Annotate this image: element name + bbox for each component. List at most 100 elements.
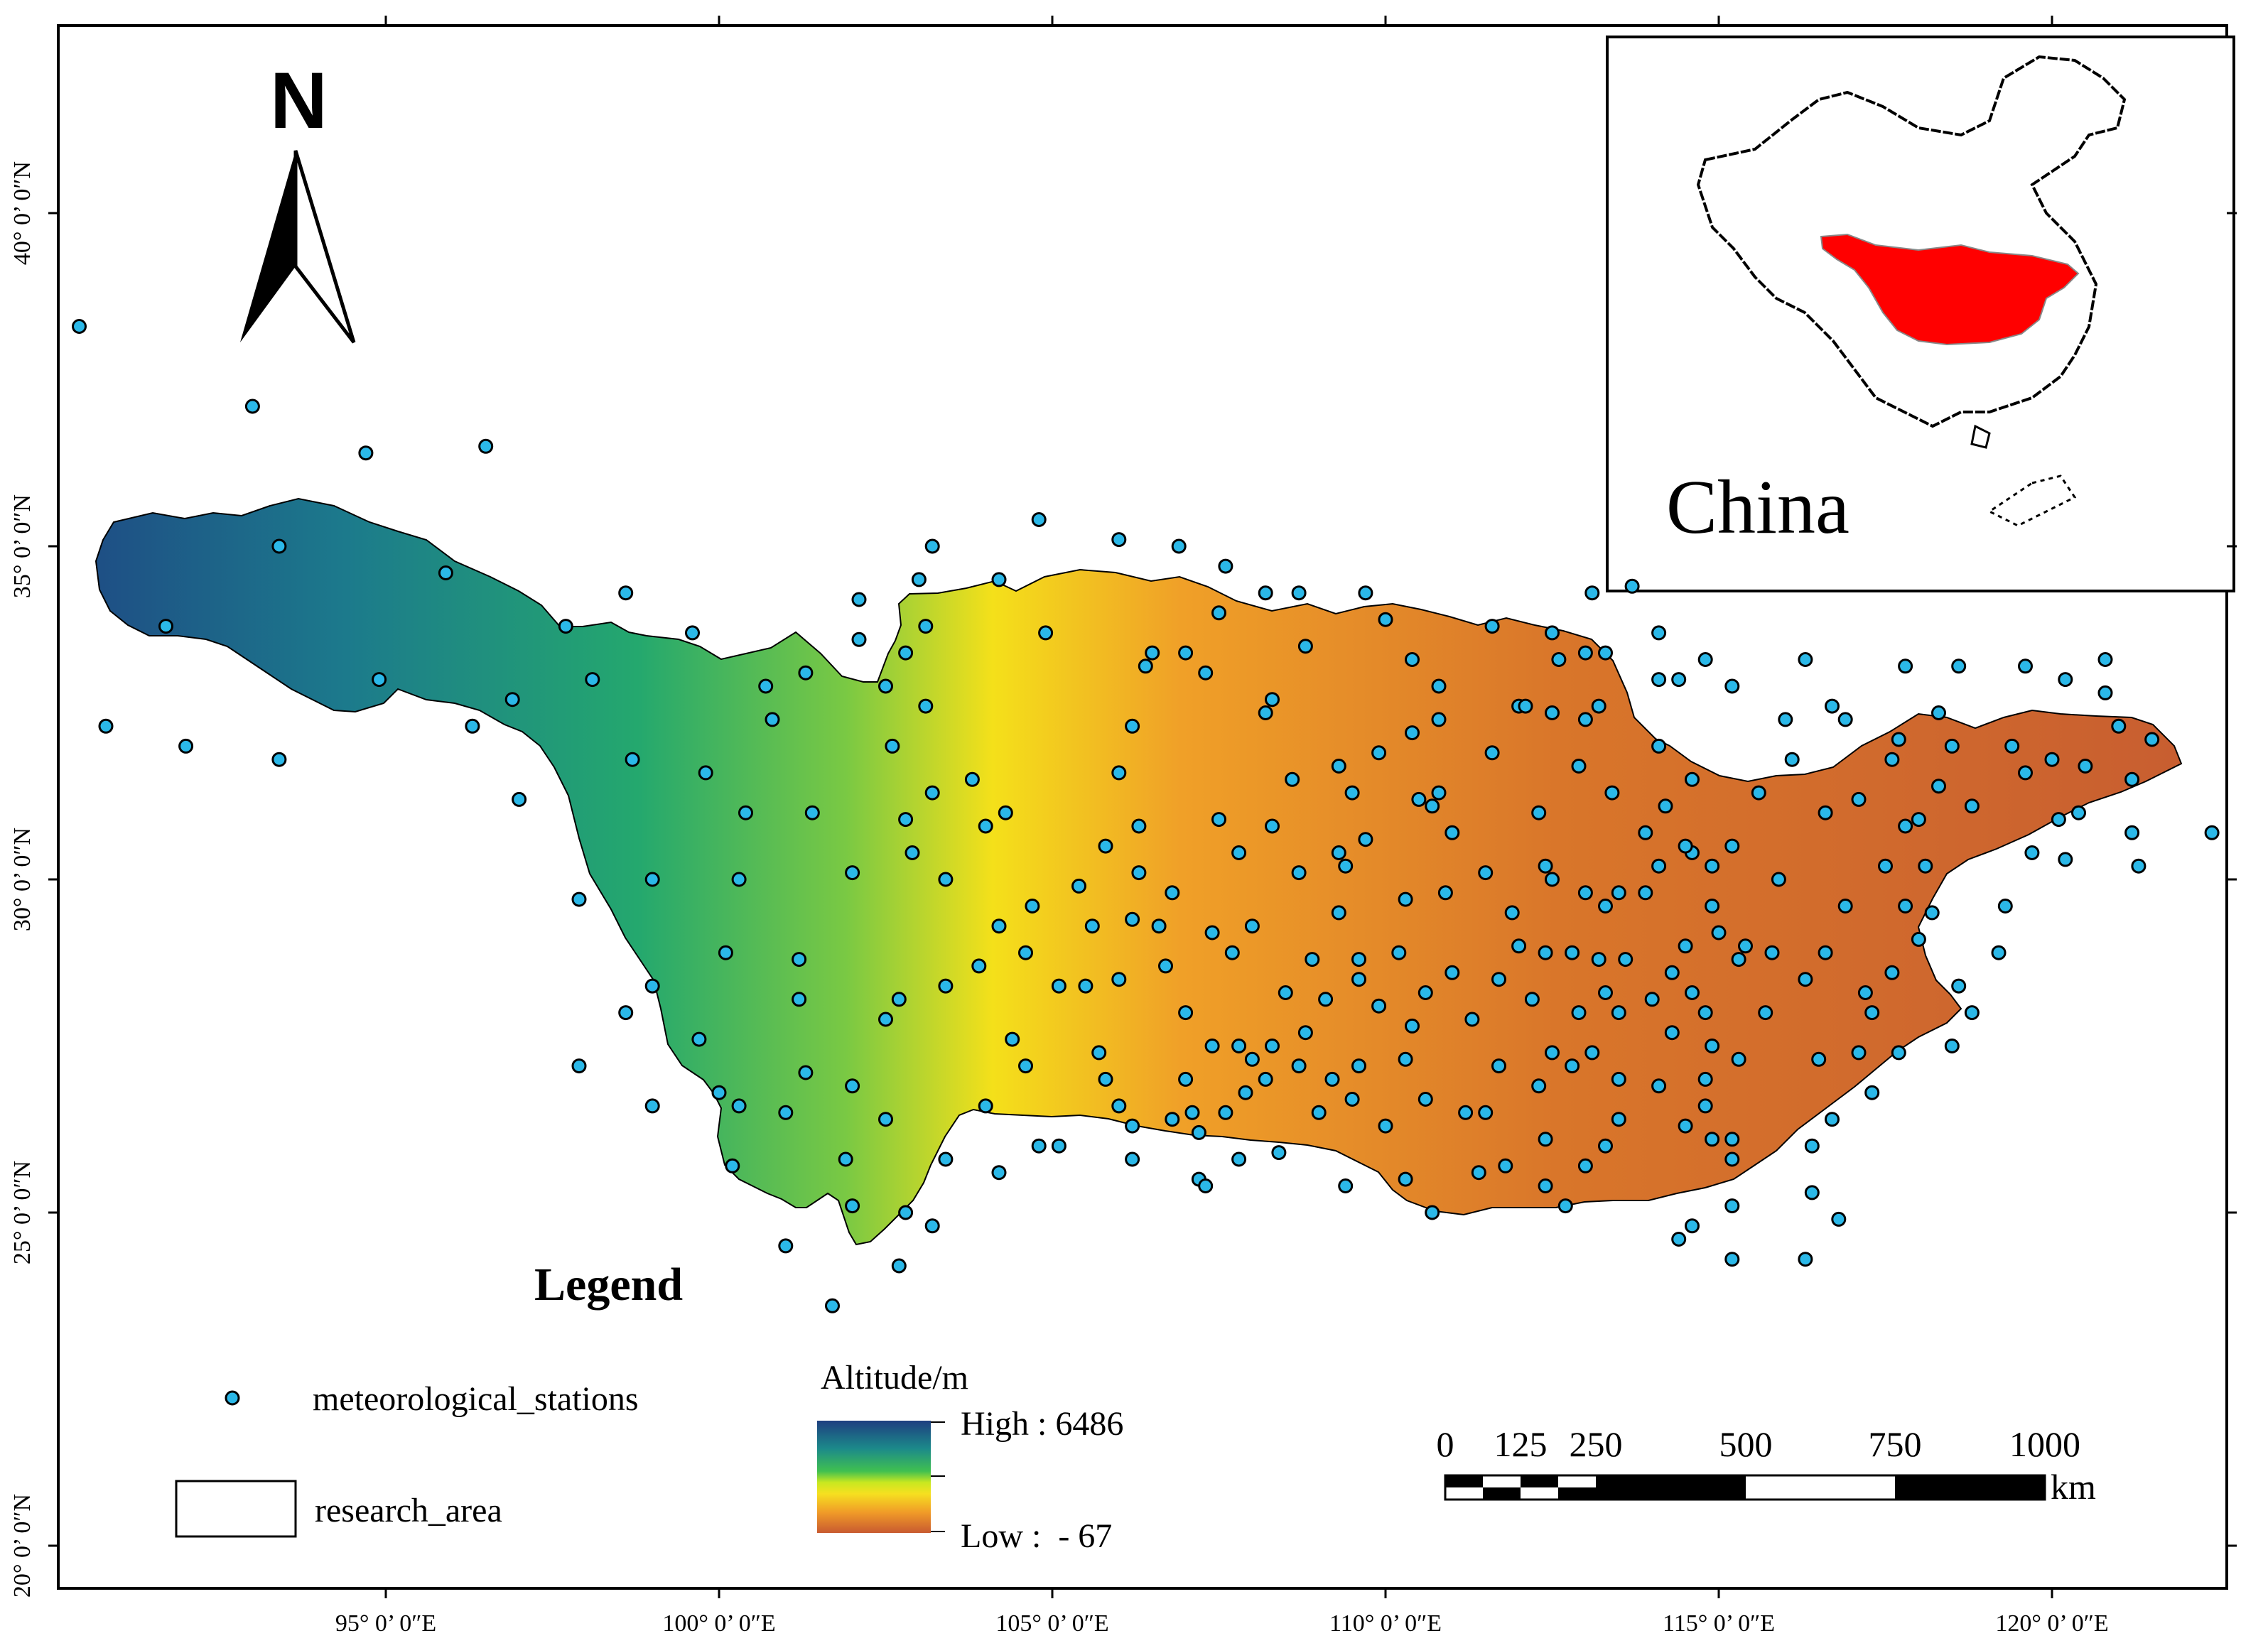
meteorological-station: [571, 891, 587, 907]
meteorological-station: [1171, 538, 1187, 554]
meteorological-station: [792, 952, 807, 967]
meteorological-station: [1005, 1031, 1020, 1047]
meteorological-station: [1031, 1138, 1047, 1154]
meteorological-station: [991, 572, 1007, 587]
meteorological-station: [1531, 1078, 1547, 1094]
meteorological-station: [158, 619, 173, 634]
meteorological-station: [1211, 812, 1226, 828]
meteorological-station: [244, 399, 260, 414]
meteorological-station: [504, 692, 520, 708]
meteorological-station: [1025, 899, 1040, 914]
north-arrow: N: [240, 56, 356, 344]
hainan-island: [1970, 424, 1991, 449]
meteorological-station: [1685, 1218, 1700, 1234]
meteorological-station: [711, 1085, 727, 1100]
legend-low-label: Low : - 67: [961, 1517, 1112, 1555]
meteorological-station: [1031, 512, 1047, 527]
scale-segment-4: [1558, 1487, 1596, 1500]
meteorological-station: [1651, 672, 1667, 688]
meteorological-station: [178, 738, 194, 754]
meteorological-station: [1918, 858, 1933, 874]
longitude-tick-label: 120° 0’ 0″E: [1995, 1610, 2108, 1637]
meteorological-station: [1545, 872, 1560, 887]
meteorological-station: [1898, 899, 1913, 914]
scale-segment-7: [1895, 1475, 2045, 1500]
meteorological-station: [1571, 759, 1587, 774]
meteorological-station: [1244, 1051, 1260, 1067]
scale-segment-5: [1596, 1475, 1746, 1500]
meteorological-station: [978, 818, 993, 834]
meteorological-station: [1371, 998, 1387, 1014]
meteorological-station: [1751, 785, 1766, 801]
meteorological-station: [1898, 658, 1913, 674]
meteorological-station: [792, 992, 807, 1007]
meteorological-station: [1731, 1051, 1746, 1067]
meteorological-station: [1178, 1071, 1194, 1087]
meteorological-station: [731, 1098, 747, 1114]
meteorological-station: [1291, 585, 1307, 601]
meteorological-station: [1798, 972, 1813, 987]
meteorological-station: [1297, 639, 1313, 654]
meteorological-station: [938, 978, 954, 994]
meteorological-station: [1305, 952, 1320, 967]
meteorological-station: [1425, 1205, 1440, 1220]
meteorological-station: [1831, 1211, 1847, 1227]
meteorological-station: [725, 1158, 740, 1173]
meteorological-station: [1258, 585, 1273, 601]
meteorological-station: [924, 1218, 940, 1234]
meteorological-station: [1431, 785, 1447, 801]
meteorological-station: [1145, 645, 1160, 661]
meteorological-station: [1098, 1071, 1113, 1087]
meteorological-station: [1425, 798, 1440, 814]
scale-bar-label: 1000: [2009, 1424, 2080, 1464]
meteorological-station: [1538, 1132, 1553, 1147]
meteorological-station: [1711, 925, 1727, 940]
meteorological-station: [1331, 759, 1346, 774]
meteorological-station: [1951, 978, 1967, 994]
meteorological-station: [1378, 1118, 1393, 1134]
longitude-tick-label: 115° 0’ 0″E: [1663, 1610, 1775, 1637]
longitude-tick-label: 110° 0’ 0″E: [1329, 1610, 1442, 1637]
meteorological-station: [838, 1151, 853, 1167]
latitude-tick-label: 40° 0’ 0″N: [9, 161, 36, 265]
meteorological-station: [1964, 798, 1980, 814]
meteorological-station: [1331, 905, 1346, 921]
meteorological-station: [1951, 658, 1967, 674]
meteorological-station: [1444, 825, 1460, 840]
meteorological-station: [1884, 752, 1900, 767]
meteorological-station: [1898, 818, 1913, 834]
meteorological-station: [1685, 771, 1700, 787]
meteorological-station: [271, 538, 287, 554]
meteorological-station: [1837, 712, 1853, 727]
meteorological-station: [1851, 791, 1867, 807]
meteorological-station: [1125, 1151, 1140, 1167]
meteorological-station: [898, 645, 914, 661]
meteorological-station: [1191, 1124, 1206, 1140]
scale-bar-label: 250: [1570, 1424, 1623, 1464]
meteorological-station: [1258, 1071, 1273, 1087]
meteorological-station: [2058, 852, 2073, 867]
legend-stations-label: meteorological_stations: [313, 1380, 639, 1418]
meteorological-station: [1418, 1092, 1433, 1107]
meteorological-station: [2018, 765, 2033, 781]
meteorological-station: [1165, 885, 1180, 901]
meteorological-station: [1604, 785, 1620, 801]
meteorological-station: [1358, 585, 1373, 601]
meteorological-station: [924, 538, 940, 554]
legend-high-label: High : 6486: [961, 1405, 1123, 1443]
meteorological-station: [1804, 1138, 1820, 1154]
meteorological-station: [1738, 938, 1753, 954]
meteorological-station: [1071, 878, 1086, 894]
meteorological-station: [2144, 732, 2160, 747]
meteorological-station: [1818, 805, 1833, 820]
meteorological-station: [2111, 718, 2127, 734]
meteorological-station: [1297, 1025, 1313, 1041]
meteorological-station: [1538, 858, 1553, 874]
meteorological-station: [1638, 885, 1653, 901]
meteorological-station: [1724, 678, 1740, 694]
meteorological-station: [1891, 732, 1906, 747]
meteorological-station: [1724, 1252, 1740, 1267]
meteorological-station: [1864, 1005, 1880, 1021]
meteorological-station: [1291, 865, 1307, 881]
meteorological-station: [1184, 1105, 1200, 1120]
